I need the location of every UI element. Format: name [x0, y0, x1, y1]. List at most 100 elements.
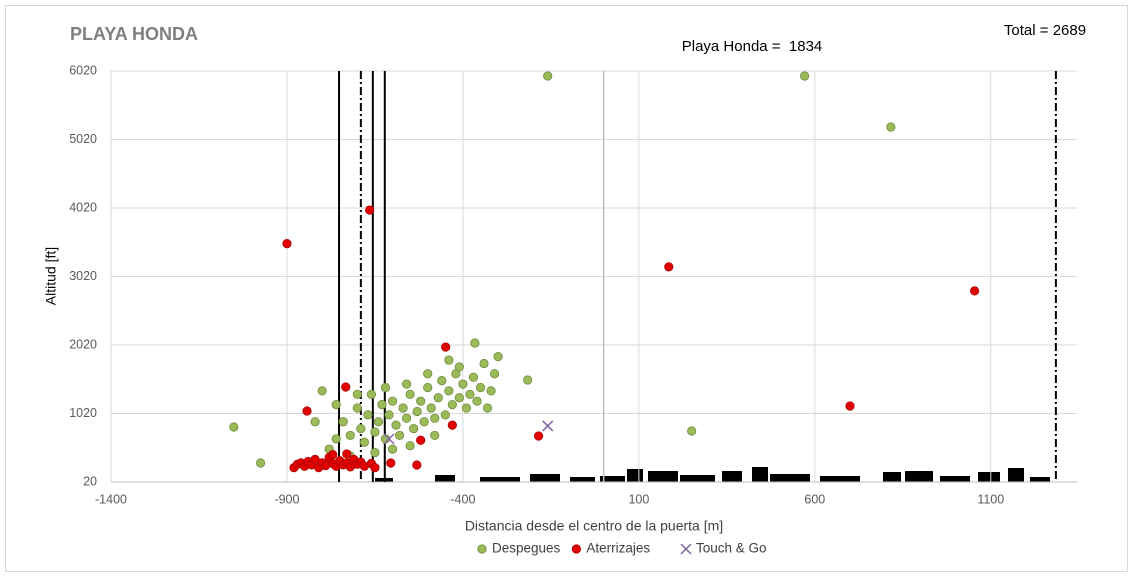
data-point [365, 206, 373, 214]
data-point [367, 390, 375, 398]
data-point [462, 404, 470, 412]
data-point [431, 414, 439, 422]
data-point [329, 450, 337, 458]
data-point [346, 431, 354, 439]
x-tick-label: -400 [450, 492, 475, 506]
y-tick-label: 4020 [69, 200, 97, 214]
data-point [420, 418, 428, 426]
data-point [445, 387, 453, 395]
data-point [283, 239, 291, 247]
data-point [374, 418, 382, 426]
x-tick-label: 100 [628, 492, 649, 506]
data-point [385, 411, 393, 419]
data-point [381, 383, 389, 391]
legend-label: Aterrizajes [586, 541, 650, 556]
data-point [459, 380, 467, 388]
x-tick-label: 1100 [977, 492, 1004, 506]
data-point [448, 421, 456, 429]
data-point [371, 428, 379, 436]
data-point [424, 370, 432, 378]
data-point [466, 390, 474, 398]
data-point [360, 438, 368, 446]
legend-label: Touch & Go [696, 541, 767, 556]
x-axis-label: Distancia desde el centro de la puerta [… [465, 518, 723, 534]
x-tick-label: -900 [274, 492, 299, 506]
data-point [413, 407, 421, 415]
data-point [523, 376, 531, 384]
y-tick-label: 20 [83, 474, 97, 488]
data-point [441, 411, 449, 419]
data-point [455, 394, 463, 402]
data-point [413, 461, 421, 469]
data-point [371, 463, 379, 471]
data-point [534, 432, 542, 440]
data-point [402, 414, 410, 422]
data-point [339, 418, 347, 426]
data-point [887, 123, 895, 131]
data-point [846, 402, 854, 410]
data-point [399, 404, 407, 412]
data-point [431, 431, 439, 439]
data-point [387, 459, 395, 467]
data-point [357, 424, 365, 432]
total-label: Total = 2689 [1004, 22, 1086, 39]
x-tick-label: 600 [804, 492, 825, 506]
data-point [332, 400, 340, 408]
y-tick-label: 3020 [69, 269, 97, 283]
legend-label: Despegues [492, 541, 561, 556]
data-point [388, 445, 396, 453]
data-point [343, 450, 351, 458]
y-tick-label: 6020 [69, 63, 97, 77]
data-point [230, 423, 238, 431]
data-point [471, 339, 479, 347]
data-point [800, 72, 808, 80]
data-point [406, 390, 414, 398]
y-tick-label: 1020 [69, 406, 97, 420]
data-point [494, 352, 502, 360]
data-point [342, 383, 350, 391]
y-tick-label: 5020 [69, 132, 97, 146]
data-point [256, 459, 264, 467]
data-point [392, 421, 400, 429]
legend-marker [572, 545, 580, 553]
data-point [364, 411, 372, 419]
data-point [378, 400, 386, 408]
data-point [353, 390, 361, 398]
y-axis-label: Altitud [ft] [43, 247, 59, 305]
data-point [469, 373, 477, 381]
data-point [318, 387, 326, 395]
data-point [303, 407, 311, 415]
data-point [409, 424, 417, 432]
data-point [487, 387, 495, 395]
data-point [353, 404, 361, 412]
data-point [406, 441, 414, 449]
data-point [490, 370, 498, 378]
data-point [476, 383, 484, 391]
subtitle: Playa Honda = 1834 [682, 38, 823, 55]
data-point [416, 436, 424, 444]
data-point [434, 394, 442, 402]
data-point [445, 356, 453, 364]
data-point [473, 397, 481, 405]
x-tick-label: -1400 [95, 492, 127, 506]
data-point [395, 431, 403, 439]
data-point [687, 427, 695, 435]
legend-marker [478, 545, 486, 553]
data-point [480, 359, 488, 367]
chart-title: PLAYA HONDA [70, 24, 198, 44]
data-point [483, 404, 491, 412]
data-point [970, 287, 978, 295]
y-tick-label: 2020 [69, 337, 97, 351]
data-point [371, 448, 379, 456]
data-point [455, 363, 463, 371]
chart-border [6, 6, 1128, 572]
data-point [311, 418, 319, 426]
data-point [441, 343, 449, 351]
data-point [427, 404, 435, 412]
chart: PLAYA HONDA Total = 2689 Playa Honda = 1… [0, 0, 1134, 577]
data-point [544, 72, 552, 80]
data-point [402, 380, 410, 388]
data-point [665, 263, 673, 271]
data-point [448, 400, 456, 408]
data-point [438, 376, 446, 384]
